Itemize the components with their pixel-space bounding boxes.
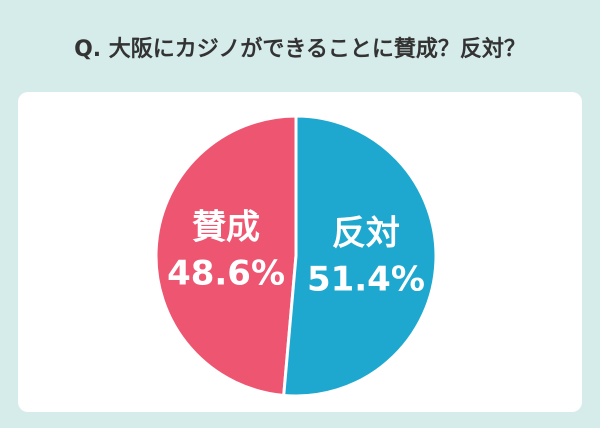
value-label: 51.4% — [307, 260, 425, 300]
pie-slice — [154, 114, 298, 397]
pie-slice — [282, 114, 438, 398]
slice-label: 賛成 — [192, 207, 260, 247]
slice-label: 反対 — [332, 214, 400, 254]
value-label: 48.6% — [167, 253, 285, 293]
chart-title: Q. 大阪にカジノができることに賛成？反対？ — [74, 36, 526, 62]
